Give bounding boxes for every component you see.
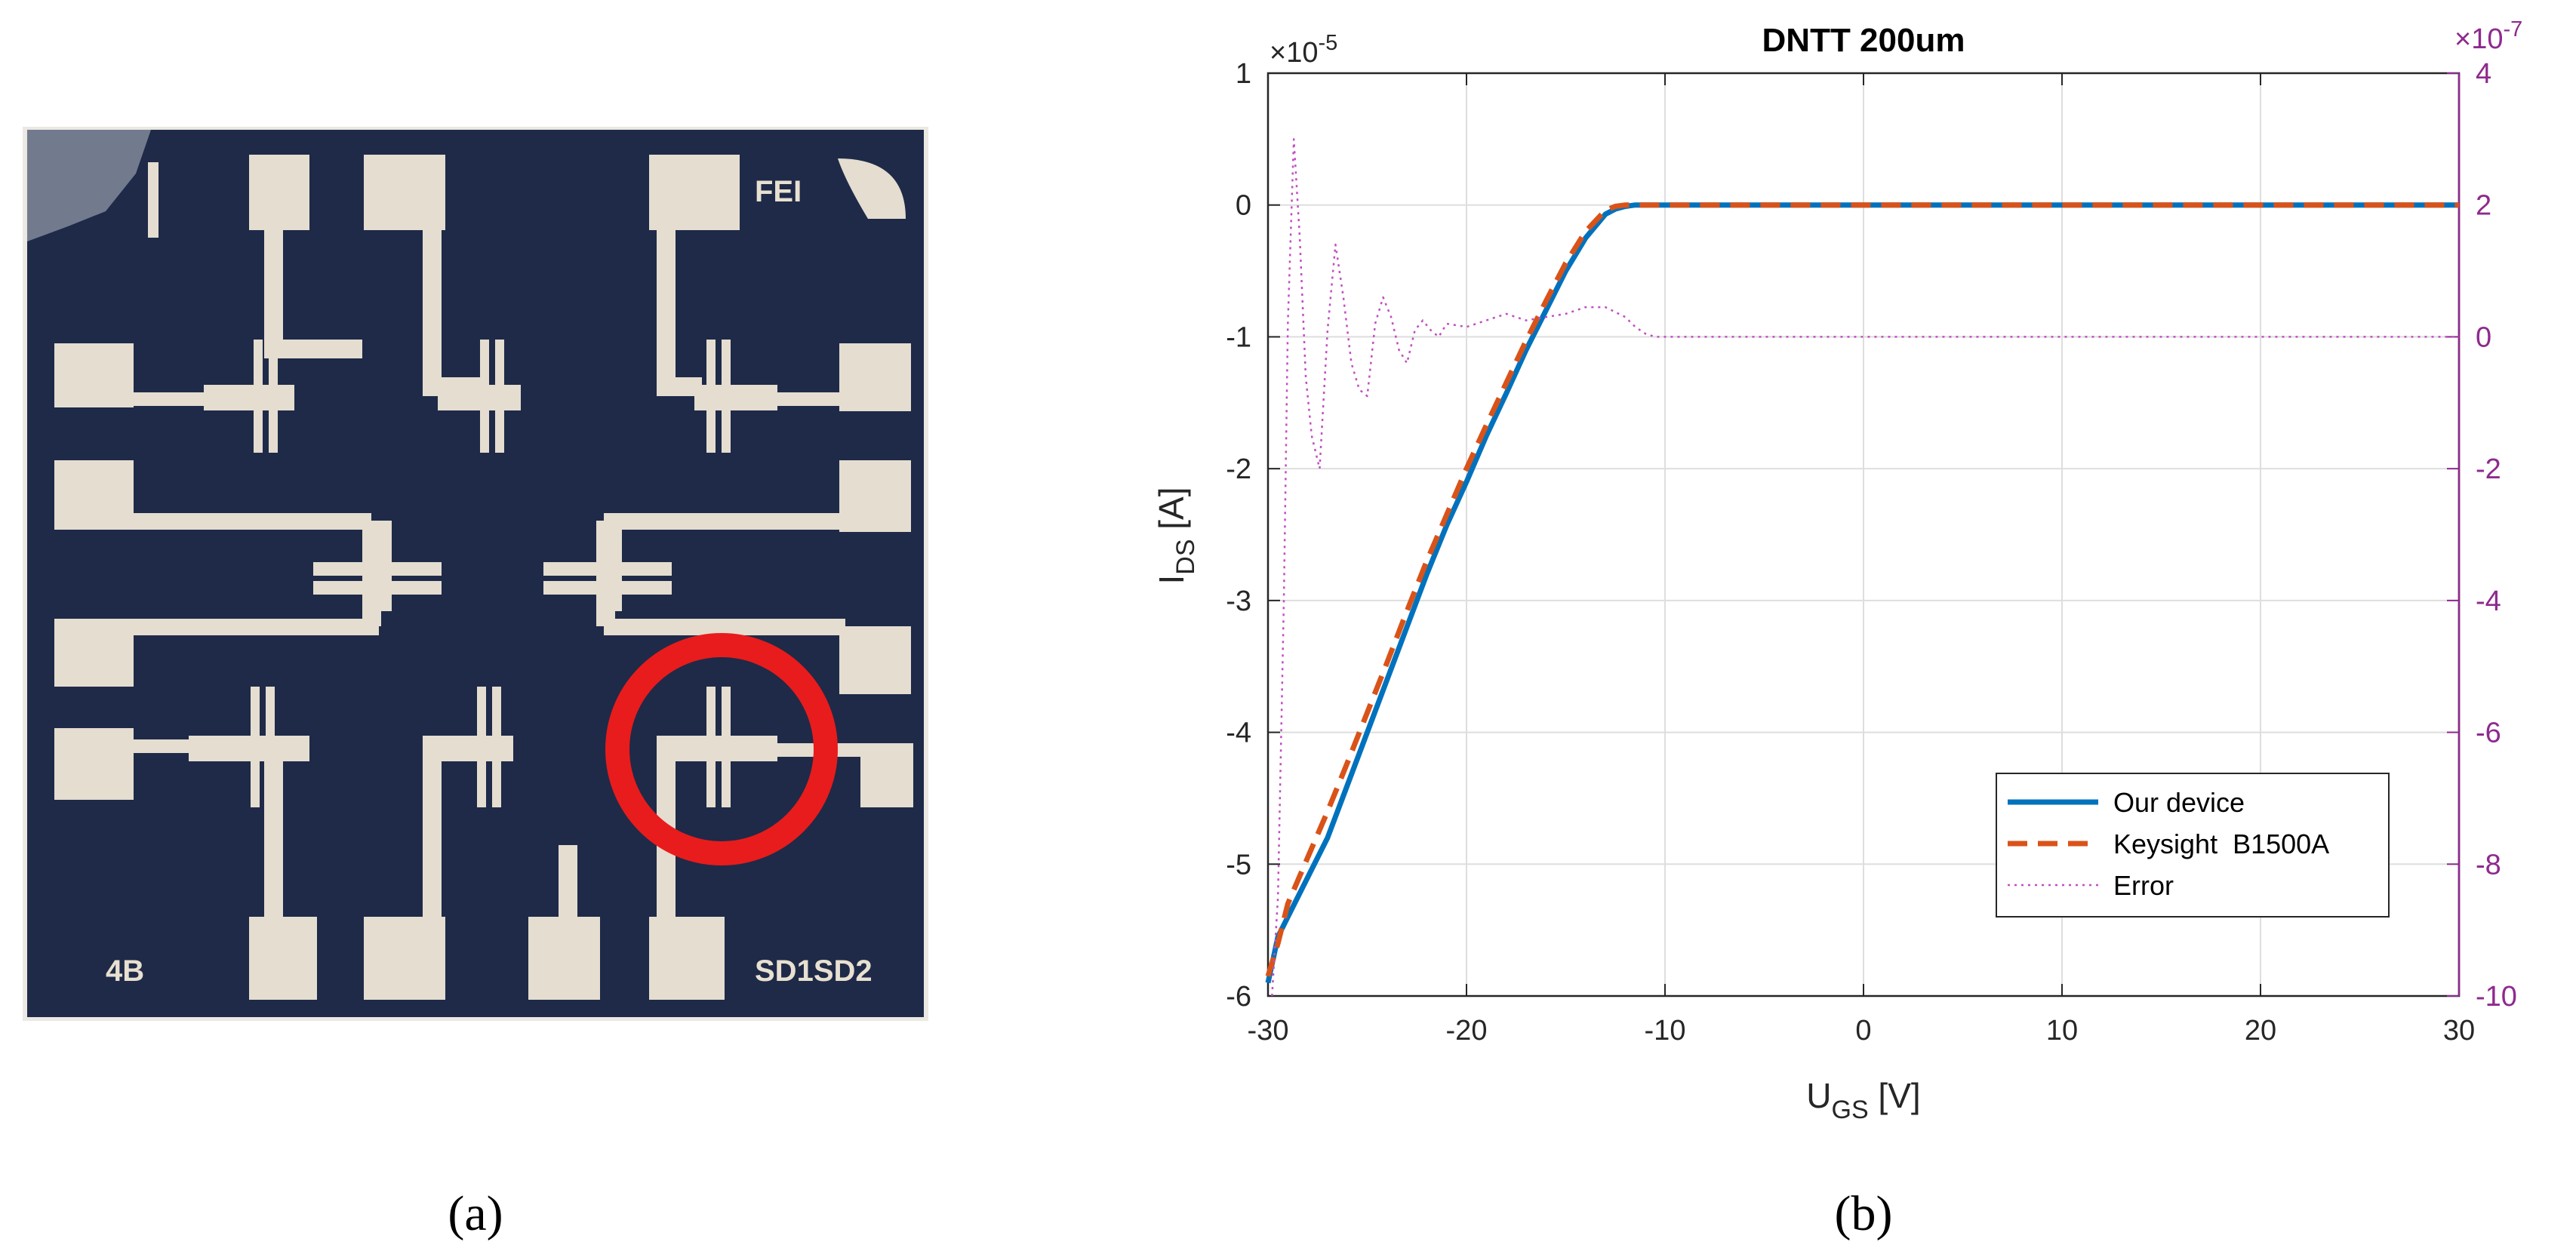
left-tick-label: 1 [1236, 58, 1251, 90]
left-tick-label: -5 [1226, 849, 1251, 881]
chip-label-sd1sd2: SD1SD2 [755, 954, 873, 988]
chip-label-4b: 4B [106, 954, 144, 988]
right-tick-label: 2 [2476, 190, 2491, 222]
x-axis-ticks: -30 -20 -10 0 10 20 30 [1248, 73, 2475, 1047]
legend-box [1996, 773, 2390, 918]
left-tick-label: -4 [1226, 718, 1251, 749]
series-our-device-line [1265, 202, 2459, 984]
right-tick-label: -10 [2476, 981, 2517, 1013]
y-axis-label-unit: [A] [1152, 487, 1191, 539]
x-tick-label: -10 [1645, 1015, 1686, 1047]
left-tick-label: -3 [1226, 586, 1251, 617]
right-exponent-base: ×10 [2454, 23, 2503, 55]
legend-label-error: Error [2113, 870, 2174, 901]
chip-substrate [27, 130, 924, 1017]
right-tick-label: -8 [2476, 849, 2501, 881]
x-tick-label: 10 [2046, 1015, 2078, 1047]
panel-label-b: (b) [1835, 1186, 1893, 1241]
x-tick-label: -20 [1446, 1015, 1488, 1047]
electrode-pattern [54, 155, 913, 1000]
device-photo: FEI 4B SD1SD2 [23, 127, 928, 1021]
panel-label-a: (a) [448, 1186, 503, 1241]
x-tick-label: 20 [2245, 1015, 2276, 1047]
x-tick-label: -30 [1248, 1015, 1289, 1047]
right-tick-label: -6 [2476, 718, 2501, 749]
right-tick-label: -4 [2476, 586, 2501, 617]
right-axis-ticks: -10 -8 -6 -4 -2 0 2 4 [2447, 58, 2517, 1013]
left-exponent-base: ×10 [1270, 37, 1318, 69]
legend-label-our-device: Our device [2113, 787, 2245, 818]
y-axis-label-main: I [1152, 575, 1191, 585]
chart-title: DNTT 200um [1762, 22, 1965, 59]
legend: Our device Keysight B1500A Error [1996, 773, 2390, 918]
x-axis-label-unit: [V] [1869, 1076, 1921, 1115]
y-axis-label: IDS [A] [1152, 487, 1200, 584]
chip-label-fei: FEI [755, 175, 802, 208]
chart-series [1265, 138, 2459, 997]
chip-corner-damage [27, 130, 151, 241]
highlight-circle [605, 633, 838, 865]
left-exponent-power: -5 [1318, 31, 1337, 55]
chart: -30 -20 -10 0 10 20 30 -6-5-4-3-2-101 -10-8-6-… [1152, 17, 2522, 1124]
left-tick-label: -6 [1226, 981, 1251, 1013]
x-axis-label-sub: GS [1832, 1096, 1869, 1124]
right-tick-label: 0 [2476, 321, 2491, 353]
y-axis-label-sub: DS [1171, 539, 1200, 575]
right-exponent-label: ×10-7 [2454, 17, 2522, 55]
x-tick-label: 30 [2443, 1015, 2475, 1047]
left-exponent-label: ×10-5 [1270, 31, 1337, 69]
chip-corner-cut [838, 158, 906, 219]
x-axis-label: UGS [V] [1806, 1076, 1920, 1124]
x-axis-label-main: U [1806, 1076, 1831, 1115]
x-tick-label: 0 [1855, 1015, 1871, 1047]
right-tick-label: -2 [2476, 453, 2501, 485]
right-exponent-power: -7 [2503, 17, 2522, 41]
left-tick-label: -2 [1226, 453, 1251, 485]
left-tick-label: -1 [1226, 321, 1251, 353]
left-axis-ticks: -6 -5 -4 -3 -2 -1 0 1 [1226, 58, 1280, 1013]
left-tick-label: 0 [1236, 190, 1251, 222]
right-tick-label: 4 [2476, 58, 2491, 90]
legend-label-keysight: Keysight B1500A [2113, 828, 2329, 859]
